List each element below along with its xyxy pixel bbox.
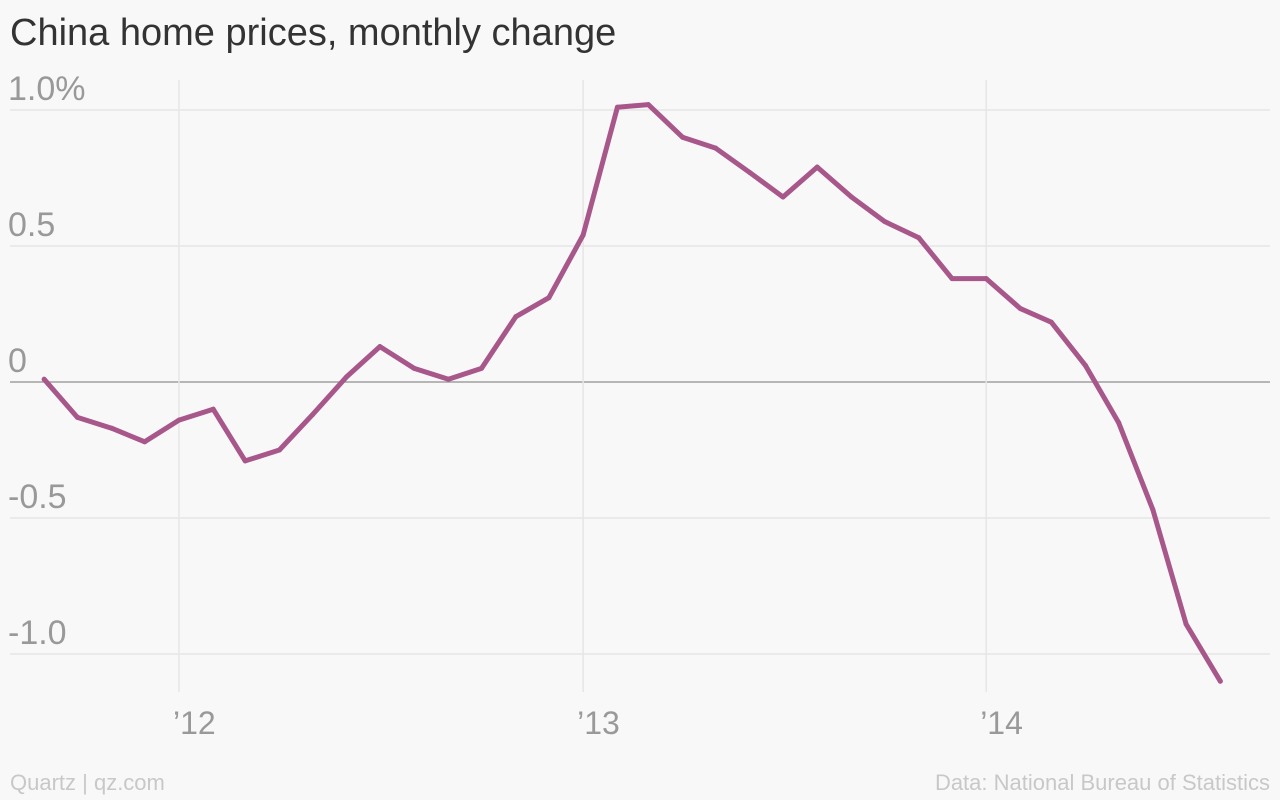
series-layer bbox=[41, 102, 1223, 684]
data-point bbox=[814, 164, 820, 170]
data-point bbox=[1048, 319, 1054, 325]
data-point bbox=[242, 458, 248, 464]
data-point bbox=[377, 344, 383, 350]
data-point bbox=[580, 232, 586, 238]
data-point bbox=[1150, 507, 1156, 513]
data-point bbox=[882, 219, 888, 224]
y-tick-label: -1.0 bbox=[8, 614, 67, 652]
data-point bbox=[276, 447, 282, 453]
data-point bbox=[344, 374, 350, 380]
data-point bbox=[74, 414, 80, 420]
x-tick-label: ’12 bbox=[173, 705, 216, 741]
data-point bbox=[614, 104, 620, 110]
y-tick-label: 1.0% bbox=[8, 70, 86, 108]
data-point bbox=[780, 194, 786, 200]
x-tick-label: ’14 bbox=[980, 705, 1023, 741]
y-tick-label: 0 bbox=[8, 342, 27, 380]
x-tick-label: ’13 bbox=[577, 705, 620, 741]
data-point bbox=[1183, 621, 1189, 627]
data-point bbox=[849, 194, 854, 200]
x-axis-tick-labels: ’12 ’13 ’14 bbox=[173, 705, 1023, 741]
data-point bbox=[210, 406, 216, 412]
data-point bbox=[983, 276, 989, 282]
data-point bbox=[949, 276, 955, 282]
data-point bbox=[680, 134, 685, 140]
data-point bbox=[445, 376, 451, 382]
data-point bbox=[479, 365, 484, 371]
data-point bbox=[176, 417, 182, 423]
series-line bbox=[41, 102, 1223, 684]
data-point bbox=[916, 235, 922, 241]
data-point bbox=[1217, 678, 1223, 684]
data-point bbox=[1116, 420, 1122, 426]
y-tick-label: -0.5 bbox=[8, 478, 67, 516]
data-point bbox=[513, 314, 519, 320]
data-source: Data: National Bureau of Statistics bbox=[934, 770, 1270, 795]
y-tick-label: 0.5 bbox=[8, 206, 55, 244]
gridlines bbox=[10, 80, 1270, 692]
data-point bbox=[747, 170, 753, 176]
data-point bbox=[41, 376, 47, 382]
data-point bbox=[1083, 363, 1089, 369]
data-point bbox=[310, 412, 316, 418]
data-point bbox=[1017, 306, 1023, 312]
data-point bbox=[411, 365, 417, 371]
data-point bbox=[109, 425, 115, 431]
data-point bbox=[645, 102, 651, 108]
source-credit: Quartz | qz.com bbox=[10, 770, 165, 795]
y-axis-tick-labels: 1.0% 0.5 0 -0.5 -1.0 bbox=[8, 70, 86, 652]
data-point bbox=[546, 295, 552, 301]
data-point bbox=[142, 439, 148, 445]
data-point bbox=[713, 145, 719, 151]
chart-title: China home prices, monthly change bbox=[10, 12, 617, 54]
